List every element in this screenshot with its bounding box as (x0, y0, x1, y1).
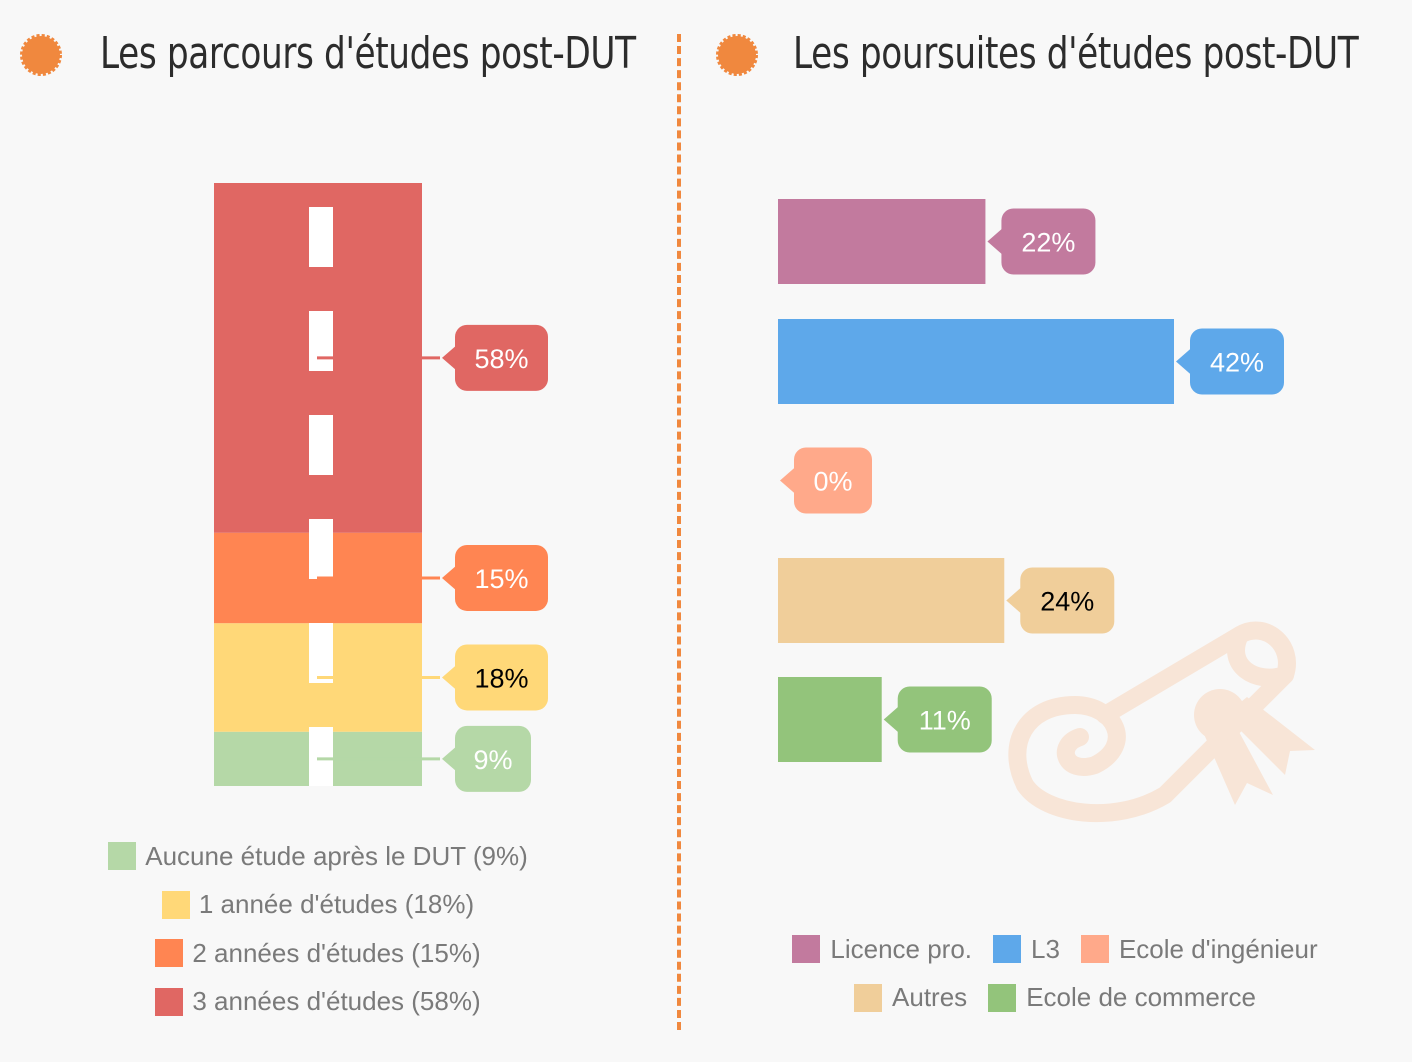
callout-box (455, 544, 548, 611)
road-dash (309, 415, 333, 475)
callout-box (1190, 328, 1284, 395)
callout-pointer (442, 564, 457, 591)
bar-2 (778, 319, 1174, 404)
road-dash (309, 727, 333, 786)
road-dash (309, 311, 333, 371)
callout-box (455, 644, 548, 711)
road-dash (309, 623, 333, 683)
data-label-4: 24% (1040, 587, 1094, 617)
right-chart-title: Les poursuites d'études post-DUT (793, 27, 1359, 79)
callout-pointer (442, 664, 457, 691)
callout-pointer (442, 344, 457, 371)
data-label-1: 22% (1021, 228, 1075, 258)
callout-box (455, 725, 531, 792)
legend-swatch (988, 983, 1017, 1012)
data-label-3: 0% (813, 467, 852, 497)
bar-1 (778, 199, 986, 284)
callout-pointer (780, 466, 796, 495)
legend-label: Aucune étude après le DUT (9%) (145, 840, 528, 871)
data-label-2: 18% (474, 663, 528, 693)
right-title-bullet-icon (716, 34, 758, 76)
legend-item-1-annee: 1 année d'études (18%) (161, 881, 475, 930)
legend-item-autres: Autres (854, 982, 967, 1013)
legend-item-3-annees: 3 années d'études (58%) (155, 978, 481, 1027)
callout-pointer (883, 705, 900, 734)
legend-label: Ecole d'ingénieur (1118, 933, 1318, 964)
callout-pointer (442, 745, 457, 772)
legend-row-2: Autres Ecole de commerce (854, 974, 1256, 1023)
legend-swatch (1080, 935, 1109, 964)
legend-label: Autres (892, 982, 968, 1013)
legend-label: Ecole de commerce (1026, 982, 1256, 1013)
legend-item-aucune: Aucune étude après le DUT (9%) (108, 832, 528, 881)
legend-label: Licence pro. (830, 933, 973, 964)
data-label-4: 58% (474, 344, 528, 374)
legend-label: 3 années d'études (58%) (192, 986, 481, 1017)
legend-swatch (155, 987, 184, 1016)
legend-swatch (993, 935, 1022, 964)
diploma-scroll-icon (1008, 621, 1315, 823)
callout-box (1020, 567, 1115, 634)
legend-item-licence-pro: Licence pro. (792, 934, 972, 965)
section-divider (677, 34, 681, 1030)
bar-4 (778, 558, 1005, 643)
legend-swatch (854, 983, 883, 1012)
legend-swatch (155, 939, 184, 968)
callout-box (455, 324, 548, 391)
callout-pointer (1176, 347, 1192, 376)
data-label-5: 11% (919, 706, 971, 736)
data-label-2: 42% (1210, 348, 1264, 378)
left-chart-legend: Aucune étude après le DUT (9%) 1 année d… (0, 832, 636, 1026)
road-dash (309, 519, 333, 579)
legend-item-ecole-commerce: Ecole de commerce (988, 982, 1256, 1013)
right-horizontal-bar-chart: 22% 42% 0% 24% 11% (778, 199, 1284, 762)
legend-row-1: Licence pro. L3 Ecole d'ingénieur (792, 925, 1318, 974)
legend-label: 1 année d'études (18%) (198, 889, 475, 920)
data-label-3: 15% (474, 564, 528, 594)
data-label-1: 9% (473, 745, 512, 775)
callout-box (1001, 208, 1096, 275)
legend-item-l3: L3 (993, 934, 1060, 965)
legend-swatch (108, 842, 137, 871)
legend-item-ecole-ingenieur: Ecole d'ingénieur (1080, 933, 1318, 965)
legend-item-2-annees: 2 années d'études (15%) (155, 929, 481, 978)
right-chart-legend: Licence pro. L3 Ecole d'ingénieur Autres… (740, 925, 1370, 1022)
callout-pointer (1006, 586, 1023, 615)
left-stacked-bar-chart: 9% 18% 15% 58% (214, 183, 548, 792)
legend-swatch (161, 890, 190, 919)
bar-5 (778, 677, 882, 762)
left-chart-title: Les parcours d'études post-DUT (100, 27, 636, 79)
callout-pointer (987, 227, 1004, 256)
callout-box (897, 686, 992, 753)
road-dash (309, 207, 333, 267)
legend-label: 2 années d'études (15%) (192, 937, 481, 968)
left-title-bullet-icon (20, 34, 62, 76)
legend-swatch (792, 935, 821, 964)
callout-box (794, 447, 872, 514)
legend-label: L3 (1031, 933, 1060, 964)
